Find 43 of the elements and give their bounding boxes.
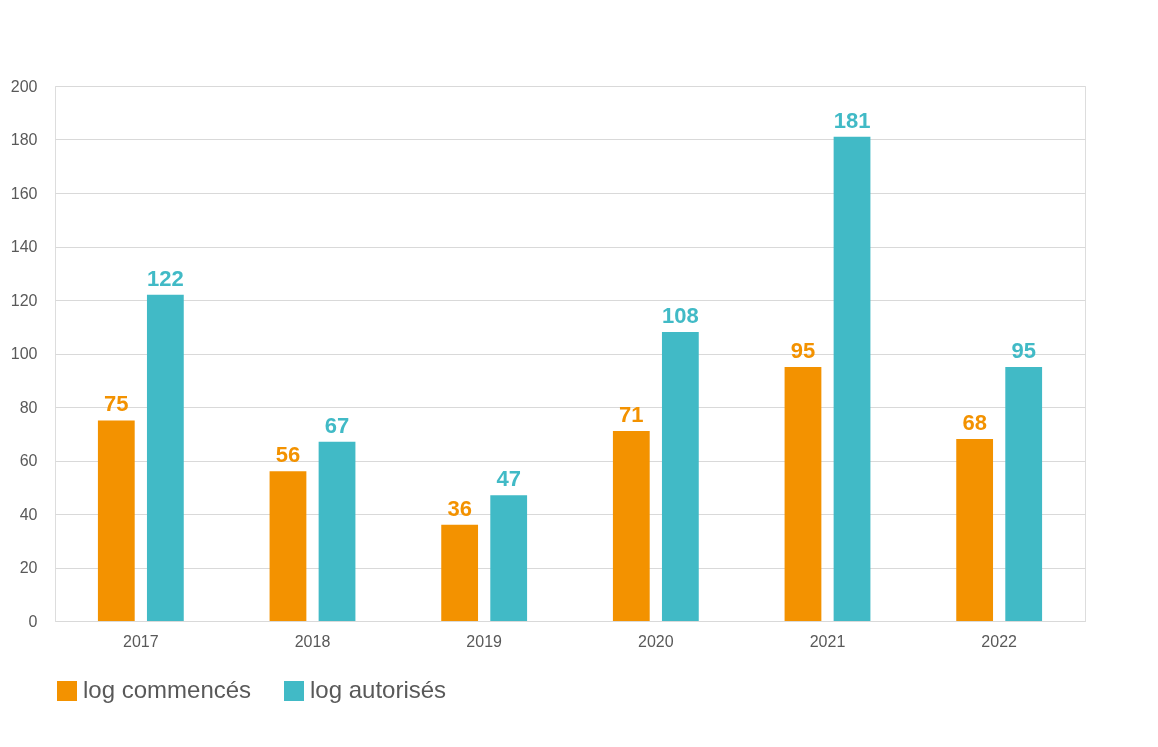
data-label: 95 bbox=[790, 337, 816, 363]
bar bbox=[97, 420, 135, 621]
bar bbox=[784, 366, 822, 621]
legend-label: log autorisés bbox=[310, 676, 447, 703]
y-tick-label: 80 bbox=[19, 398, 38, 416]
bar bbox=[833, 136, 871, 621]
bar bbox=[441, 524, 479, 621]
y-tick-label: 160 bbox=[10, 184, 38, 202]
y-tick-label: 20 bbox=[19, 559, 38, 576]
data-label: 56 bbox=[275, 442, 301, 468]
bar bbox=[661, 332, 699, 621]
x-tick-label: 2021 bbox=[809, 632, 846, 650]
data-label: 71 bbox=[619, 402, 644, 428]
y-tick-label: 100 bbox=[10, 345, 38, 362]
y-tick-label: 40 bbox=[19, 505, 38, 523]
bar bbox=[612, 431, 650, 621]
bar bbox=[490, 495, 528, 621]
y-tick-label: 180 bbox=[10, 131, 38, 148]
data-label: 108 bbox=[662, 303, 699, 329]
y-tick-label: 120 bbox=[10, 291, 38, 309]
bar bbox=[146, 294, 184, 621]
data-label: 122 bbox=[147, 265, 184, 291]
data-label: 67 bbox=[324, 412, 350, 438]
x-tick-label: 2019 bbox=[466, 632, 503, 650]
legend-label: log commencés bbox=[83, 676, 252, 703]
bar bbox=[956, 439, 994, 621]
data-label: 47 bbox=[496, 466, 521, 492]
y-tick-label: 140 bbox=[10, 238, 38, 255]
data-label: 68 bbox=[962, 410, 987, 436]
data-label: 75 bbox=[104, 391, 129, 417]
y-tick-label: 200 bbox=[10, 77, 38, 95]
x-tick-label: 2022 bbox=[981, 632, 1018, 650]
data-label: 36 bbox=[447, 495, 472, 521]
data-label: 181 bbox=[833, 107, 871, 133]
y-tick-label: 60 bbox=[19, 452, 38, 469]
x-tick-label: 2018 bbox=[294, 632, 331, 650]
x-tick-label: 2017 bbox=[123, 632, 159, 650]
bar bbox=[1005, 366, 1043, 621]
x-tick-label: 2020 bbox=[638, 632, 674, 650]
data-label: 95 bbox=[1011, 337, 1036, 363]
y-tick-label: 0 bbox=[28, 612, 38, 630]
bar bbox=[269, 471, 307, 621]
bar bbox=[318, 441, 356, 621]
